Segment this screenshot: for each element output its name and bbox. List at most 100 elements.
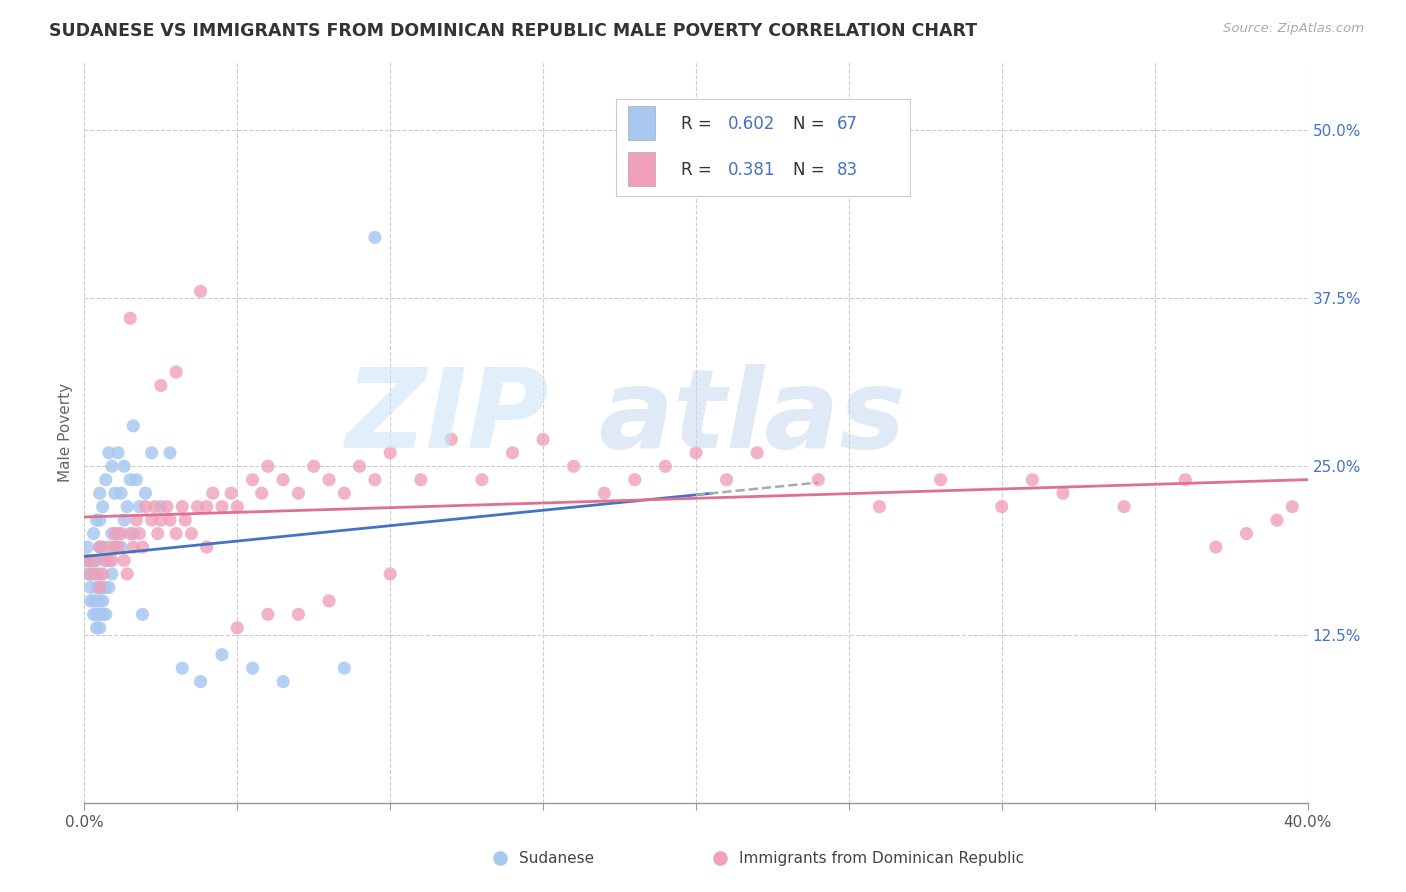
Point [226, 621, 249, 635]
Point [97, 540, 120, 554]
Point [143, 500, 166, 514]
Point [101, 526, 124, 541]
Point [91, 566, 114, 581]
Point [471, 473, 494, 487]
Point [107, 526, 129, 541]
Point [89, 566, 111, 581]
Point [83, 607, 105, 622]
Text: Sudanese: Sudanese [519, 851, 593, 866]
Point [91, 540, 114, 554]
Point [172, 661, 194, 675]
Point [112, 553, 135, 567]
Point [110, 526, 132, 541]
Point [94, 553, 117, 567]
Point [104, 526, 127, 541]
Point [79, 594, 101, 608]
Point [112, 459, 135, 474]
Point [654, 459, 676, 474]
Point [380, 446, 402, 460]
Point [76, 566, 98, 581]
Point [91, 594, 114, 608]
Point [131, 607, 153, 622]
Point [146, 526, 169, 541]
Text: atlas: atlas [598, 364, 905, 471]
Point [115, 500, 138, 514]
Point [86, 553, 108, 567]
Point [195, 540, 218, 554]
Text: Immigrants from Dominican Republic: Immigrants from Dominican Republic [738, 851, 1024, 866]
Point [1114, 500, 1136, 514]
Point [89, 540, 111, 554]
Point [86, 513, 108, 527]
Point [104, 486, 127, 500]
Point [89, 607, 111, 622]
Point [94, 607, 117, 622]
Point [135, 486, 157, 500]
Point [128, 500, 150, 514]
Point [226, 500, 249, 514]
Point [271, 473, 294, 487]
Point [562, 459, 585, 474]
Point [112, 513, 135, 527]
Point [120, 526, 142, 541]
Text: Source: ZipAtlas.com: Source: ZipAtlas.com [1223, 22, 1364, 36]
Point [211, 648, 233, 662]
Point [101, 553, 124, 567]
Point [91, 581, 114, 595]
Point [89, 594, 111, 608]
Point [502, 446, 524, 460]
Point [120, 311, 142, 326]
Point [1174, 473, 1197, 487]
Point [250, 486, 273, 500]
Point [135, 500, 157, 514]
Point [76, 553, 98, 567]
Point [115, 566, 138, 581]
Point [172, 500, 194, 514]
Point [1021, 473, 1043, 487]
Point [83, 566, 105, 581]
Point [333, 661, 356, 675]
Point [257, 607, 280, 622]
Point [122, 540, 145, 554]
Point [201, 486, 224, 500]
Point [1052, 486, 1074, 500]
Point [593, 486, 616, 500]
Point [86, 607, 108, 622]
Point [128, 526, 150, 541]
Point [190, 285, 212, 299]
Point [86, 594, 108, 608]
Point [89, 621, 111, 635]
Point [101, 566, 124, 581]
Point [1236, 526, 1258, 541]
Point [257, 459, 280, 474]
Point [83, 594, 105, 608]
Point [86, 566, 108, 581]
Point [89, 581, 111, 595]
Point [89, 581, 111, 595]
Point [89, 486, 111, 500]
Text: ZIP: ZIP [346, 364, 550, 471]
Point [83, 553, 105, 567]
Point [349, 459, 371, 474]
Point [380, 566, 402, 581]
Point [165, 526, 187, 541]
Point [86, 621, 108, 635]
Point [624, 473, 647, 487]
Point [104, 540, 127, 554]
Point [91, 500, 114, 514]
Point [190, 674, 212, 689]
Point [747, 446, 769, 460]
Point [125, 513, 148, 527]
Point [83, 526, 105, 541]
Point [440, 433, 463, 447]
Point [364, 230, 387, 244]
Point [271, 674, 294, 689]
Point [531, 433, 554, 447]
Point [83, 553, 105, 567]
Point [159, 446, 181, 460]
Point [94, 473, 117, 487]
Point [89, 513, 111, 527]
Point [91, 607, 114, 622]
Point [101, 459, 124, 474]
Point [76, 553, 98, 567]
